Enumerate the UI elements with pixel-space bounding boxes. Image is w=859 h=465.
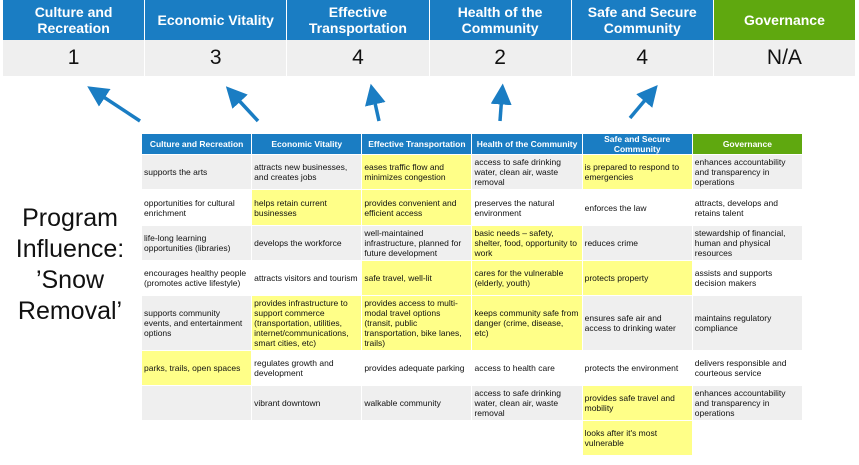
table-row: opportunities for cultural enrichment hel… [140, 189, 804, 226]
column-header: Economic Vitality [251, 133, 363, 155]
program-influence-label: Program Influence: ’Snow Removal’ [0, 203, 140, 327]
table-cell [251, 420, 363, 456]
table-cell: assists and supports decision makers [691, 260, 804, 296]
arrow-icon [490, 83, 512, 122]
table-cell: parks, trails, open spaces [140, 350, 253, 386]
summary-score: 3 [145, 40, 288, 76]
arrows [87, 83, 658, 123]
table-cell: provides infrastructure to support comme… [251, 295, 363, 351]
summary-header: Health of the Community [429, 0, 572, 40]
label-line: Influence: [15, 235, 125, 263]
table-row: life-long learning opportunities (librar… [140, 225, 804, 261]
table-cell: supports community events, and entertain… [140, 295, 253, 351]
table-cell: looks after it's most vulnerable [581, 420, 693, 456]
table-cell: eases traffic flow and minimizes congest… [361, 154, 473, 190]
table-cell: enhances accountability and transparency… [691, 385, 804, 421]
table-cell: encourages healthy people (promotes acti… [140, 260, 253, 296]
column-header: Governance [691, 133, 804, 155]
table-cell: vibrant downtown [251, 385, 363, 421]
summary-header: Culture and Recreation [3, 0, 146, 40]
table-cell: attracts new businesses, and creates job… [251, 154, 363, 190]
table-cell: walkable community [361, 385, 473, 421]
summary-score: 2 [429, 40, 572, 76]
table-cell [140, 385, 253, 421]
column-header: Culture and Recreation [140, 133, 253, 155]
arrow-icon [628, 84, 658, 120]
table-cell: attracts, develops and retains talent [691, 189, 804, 226]
header-row: Culture and Recreation Economic Vitality E… [140, 133, 804, 155]
label-line: Program [22, 204, 118, 232]
influence-table: Culture and Recreation Economic Vitality E… [140, 133, 804, 456]
summary-score: 4 [287, 40, 430, 76]
table-cell: supports the arts [140, 154, 253, 190]
arrow-icon [87, 86, 141, 123]
arrow-icon [225, 86, 260, 123]
table-row: supports community events, and entertain… [140, 295, 804, 351]
table-cell [361, 420, 473, 456]
column-header: Effective Transportation [361, 133, 473, 155]
table-cell: ensures safe air and access to drinking … [581, 295, 693, 351]
table-cell [140, 420, 253, 456]
table-cell: protects the environment [581, 350, 693, 386]
column-header: Safe and Secure Community [581, 133, 693, 155]
table-cell: protects property [581, 260, 693, 296]
table-cell: provides access to multi-modal travel op… [361, 295, 473, 351]
summary-scores: Culture and Recreation 1 Economic Vitality… [3, 0, 856, 76]
table-cell: provides safe travel and mobility [581, 385, 693, 421]
table-cell: access to health care [471, 350, 583, 386]
table-cell: is prepared to respond to emergencies [581, 154, 693, 190]
table-cell: stewardship of financial, human and phys… [691, 225, 804, 261]
table-cell: preserves the natural environment [471, 189, 583, 226]
table-cell: opportunities for cultural enrichment [140, 189, 253, 226]
summary-header: Economic Vitality [145, 0, 288, 40]
table-cell: well-maintained infrastructure, planned … [361, 225, 473, 261]
table-cell [691, 420, 804, 456]
table-row: looks after it's most vulnerable [140, 420, 804, 456]
table-cell: reduces crime [581, 225, 693, 261]
table-cell: provides convenient and efficient access [361, 189, 473, 226]
summary-score: 1 [3, 40, 146, 76]
table-cell: delivers responsible and courteous servi… [691, 350, 804, 386]
table-cell: life-long learning opportunities (librar… [140, 225, 253, 261]
table-row: vibrant downtown walkable community access… [140, 385, 804, 421]
table-cell: develops the workforce [251, 225, 363, 261]
table-cell: keeps community safe from danger (crime,… [471, 295, 583, 351]
table-cell: enhances accountability and transparency… [691, 154, 804, 190]
table-cell: helps retain current businesses [251, 189, 363, 226]
table-row: supports the arts attracts new businesses… [140, 154, 804, 190]
table-cell: access to safe drinking water, clean air… [471, 154, 583, 190]
table-cell: maintains regulatory compliance [691, 295, 804, 351]
table-cell: access to safe drinking water, clean air… [471, 385, 583, 421]
table-cell: enforces the law [581, 189, 693, 226]
table-cell [471, 420, 583, 456]
label-line: Removal’ [17, 297, 123, 325]
table-cell: basic needs – safety, shelter, food, opp… [471, 225, 583, 261]
table-cell: attracts visitors and tourism [251, 260, 363, 296]
summary-score: 4 [571, 40, 714, 76]
table-row: parks, trails, open spaces regulates grow… [140, 350, 804, 386]
table-cell: cares for the vulnerable (elderly, youth… [471, 260, 583, 296]
arrow-icon [365, 83, 386, 122]
summary-header: Safe and Secure Community [571, 0, 714, 40]
summary-header: Governance [713, 0, 856, 40]
table-cell: safe travel, well-lit [361, 260, 473, 296]
summary-score: N/A [713, 40, 856, 76]
table-row: encourages healthy people (promotes acti… [140, 260, 804, 296]
label-line: ’Snow [35, 266, 105, 294]
column-header: Health of the Community [471, 133, 583, 155]
table-cell: regulates growth and development [251, 350, 363, 386]
summary-header: Effective Transportation [287, 0, 430, 40]
table-cell: provides adequate parking [361, 350, 473, 386]
